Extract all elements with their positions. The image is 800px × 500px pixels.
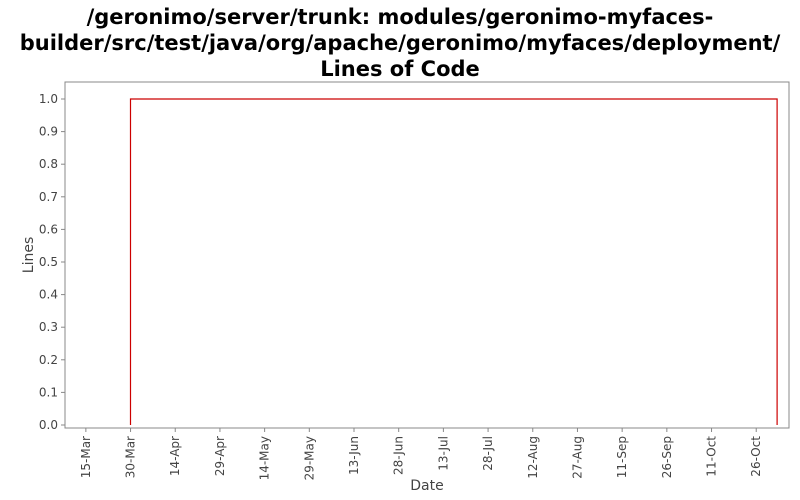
y-tick-label: 0.0: [39, 418, 58, 432]
plot-area: [64, 81, 790, 429]
x-tick-label: 12-Aug: [526, 436, 540, 479]
y-tick-label: 0.3: [39, 320, 58, 334]
y-tick-label: 1.0: [39, 92, 58, 106]
x-tick-label: 15-Mar: [79, 436, 93, 478]
x-tick-label: 26-Oct: [749, 436, 763, 477]
x-tick-label: 13-Jul: [436, 436, 450, 471]
y-axis-title: Lines: [21, 237, 37, 273]
y-tick-label: 0.8: [39, 157, 58, 171]
x-tick-label: 11-Oct: [705, 436, 719, 477]
x-tick-label: 11-Sep: [615, 436, 629, 478]
y-axis: 0.0 0.1 0.2 0.3 0.4 0.5 0.6 0.7 0.8 0.9 1.0: [39, 92, 65, 432]
y-tick-label: 0.4: [39, 288, 58, 302]
x-axis-title: Date: [410, 478, 443, 494]
x-tick-label: 29-Apr: [213, 436, 227, 476]
x-axis: 15-Mar 30-Mar 14-Apr 29-Apr 14-May 29-May 13-J…: [79, 428, 763, 480]
series-line: [129, 98, 778, 425]
y-tick-label: 0.7: [39, 190, 58, 204]
x-tick-label: 28-Jul: [481, 436, 495, 471]
x-tick-label: 14-May: [258, 436, 272, 480]
x-tick-label: 26-Sep: [660, 436, 674, 478]
y-tick-label: 0.5: [39, 255, 58, 269]
x-tick-label: 27-Aug: [570, 436, 584, 479]
x-tick-label: 14-Apr: [168, 436, 182, 476]
x-tick-label: 28-Jun: [392, 436, 406, 475]
y-tick-label: 0.6: [39, 222, 58, 236]
y-tick-label: 0.9: [39, 125, 58, 139]
x-tick-label: 29-May: [302, 436, 316, 480]
chart-title: /geronimo/server/trunk: modules/geronimo…: [19, 5, 781, 81]
series-layer: [129, 98, 778, 425]
x-tick-label: 30-Mar: [124, 436, 138, 478]
y-tick-label: 0.2: [39, 353, 58, 367]
x-tick-label: 13-Jun: [347, 436, 361, 475]
y-tick-label: 0.1: [39, 385, 58, 399]
